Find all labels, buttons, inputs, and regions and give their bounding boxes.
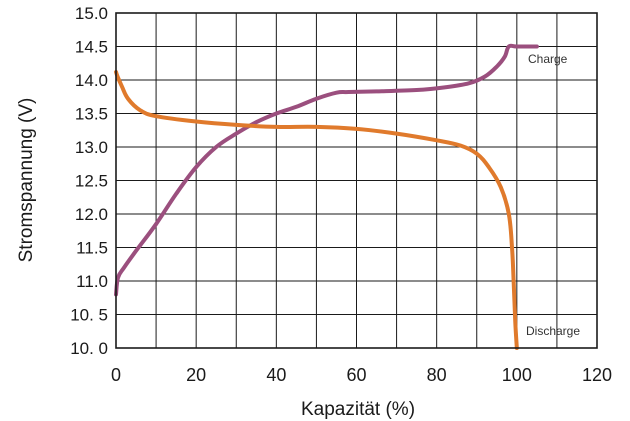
y-tick-label: 13.5 (75, 105, 108, 124)
plot-frame (115, 12, 598, 349)
y-tick-label: 14.0 (75, 71, 108, 90)
charge-series-label: Charge (528, 52, 568, 66)
y-tick-label: 15.0 (75, 4, 108, 23)
y-tick-labels: 10. 0 10. 5 11.0 11.5 12.0 12.5 13.0 13.5 14.0 14… (70, 4, 108, 358)
x-tick-labels: 0 20 40 60 80 100 120 (111, 365, 612, 385)
y-tick-label: 11.5 (76, 239, 108, 258)
y-tick-label: 12.0 (75, 205, 108, 224)
x-tick-label: 100 (502, 365, 532, 385)
x-tick-label: 120 (582, 365, 612, 385)
charge-series-line (114, 43, 539, 297)
x-tick-label: 40 (266, 365, 286, 385)
x-axis-label: Kapazität (%) (301, 399, 415, 420)
grid (116, 13, 597, 348)
x-tick-label: 20 (186, 365, 206, 385)
y-axis-label: Stromspannung (V) (16, 98, 37, 263)
y-tick-label: 10. 0 (70, 339, 108, 358)
discharge-series-label: Discharge (526, 324, 580, 338)
y-tick-label: 12.5 (75, 172, 108, 191)
series-layer (114, 43, 539, 350)
x-tick-label: 0 (111, 365, 121, 385)
discharge-series-line (114, 69, 519, 350)
y-tick-label: 14.5 (75, 38, 108, 57)
y-tick-label: 10. 5 (70, 306, 108, 325)
y-tick-label: 13.0 (75, 138, 108, 157)
x-tick-label: 80 (427, 365, 447, 385)
x-tick-label: 60 (346, 365, 366, 385)
y-tick-label: 11.0 (76, 272, 108, 291)
